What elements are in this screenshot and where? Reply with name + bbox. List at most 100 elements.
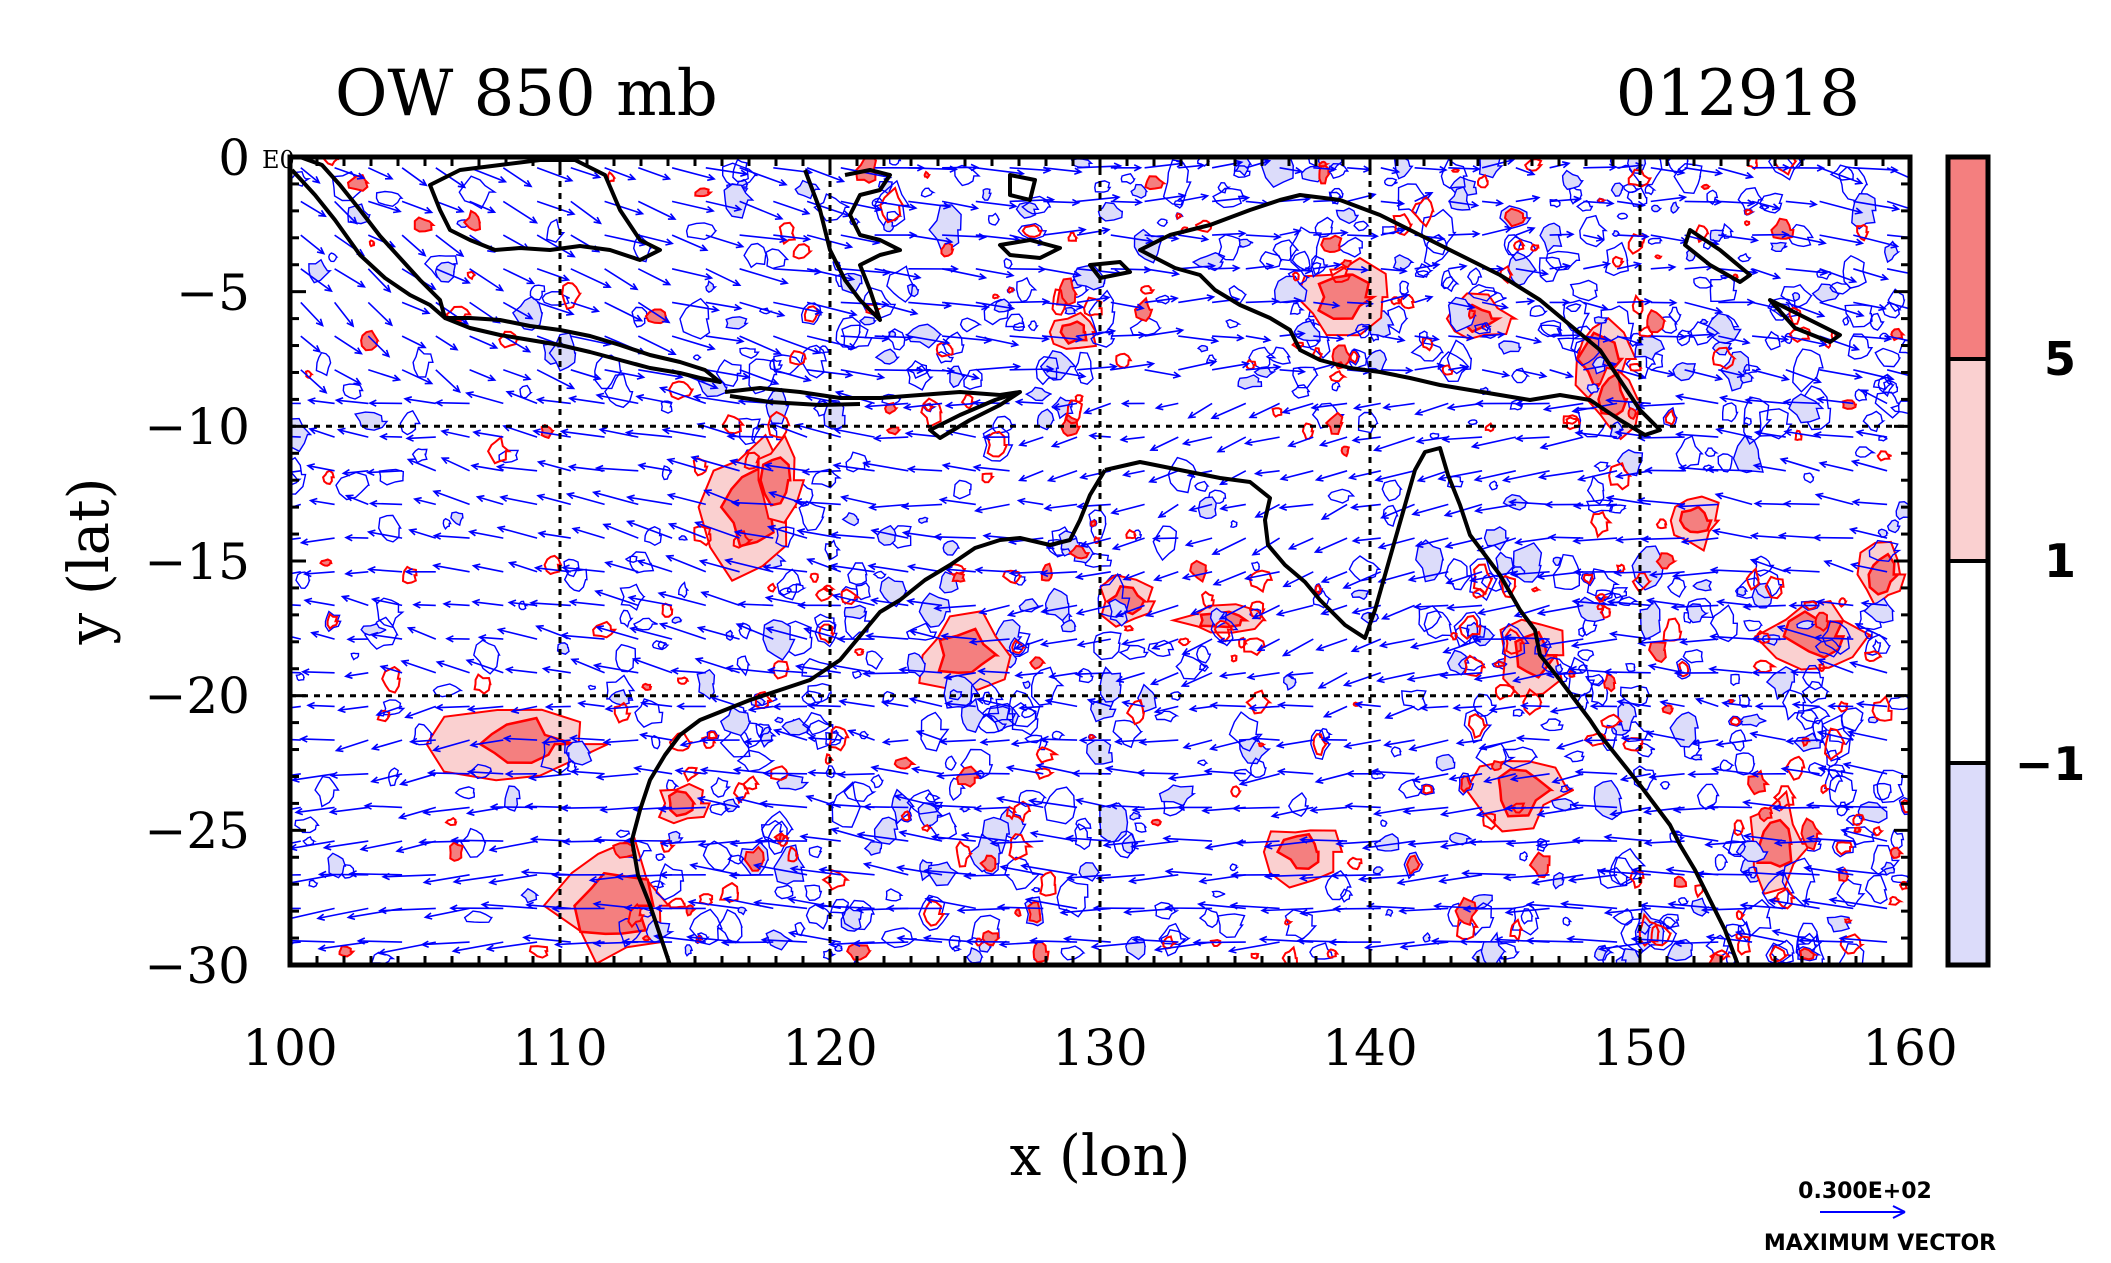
negative-ow-contour	[778, 587, 792, 596]
wind-vector-arrow	[300, 668, 335, 676]
wind-vector-arrow	[1039, 569, 1078, 578]
negative-ow-contour	[619, 609, 634, 628]
wind-vector-arrow	[1536, 806, 1584, 818]
wind-vector-arrow	[705, 369, 751, 380]
negative-ow-contour	[1739, 713, 1767, 728]
wind-vector-arrow	[604, 301, 644, 322]
wind-vector-arrow	[1320, 571, 1348, 584]
wind-vector-arrow	[469, 739, 504, 748]
wind-vector-arrow	[1583, 261, 1612, 270]
wind-vector-arrow	[368, 200, 402, 214]
wind-vector-arrow	[906, 465, 943, 473]
positive-ow-contour	[1648, 641, 1667, 664]
positive-ow-contour	[1201, 590, 1215, 609]
wind-vector-arrow	[1110, 164, 1143, 172]
wind-vector-arrow	[1828, 896, 1888, 910]
wind-vector-arrow	[1853, 234, 1900, 249]
wind-vector-arrow	[1537, 470, 1584, 481]
wind-vector-arrow	[1043, 167, 1083, 176]
wind-vector-arrow	[1842, 761, 1888, 775]
wind-vector-arrow	[1741, 799, 1786, 809]
negative-ow-contour	[1229, 519, 1238, 529]
negative-ow-contour	[1120, 173, 1136, 185]
wind-vector-arrow	[1164, 868, 1213, 876]
wind-vector-arrow	[367, 335, 391, 358]
wind-vector-arrow	[290, 571, 301, 575]
positive-ow-contour	[787, 845, 799, 863]
positive-ow-contour	[1463, 654, 1487, 678]
negative-ow-contour	[648, 880, 666, 889]
wind-vector-arrow	[533, 564, 571, 573]
positive-ow-contour	[486, 435, 512, 465]
negative-ow-contour	[520, 887, 540, 904]
wind-vector-arrow	[1343, 739, 1381, 750]
wind-vector-arrow	[1212, 264, 1241, 272]
wind-vector-arrow	[328, 806, 369, 816]
negative-ow-contour	[1085, 739, 1114, 765]
wind-vector-arrow	[1014, 671, 1044, 679]
wind-vector-arrow	[1676, 502, 1719, 511]
negative-ow-contour	[841, 324, 873, 351]
wind-vector-arrow	[1157, 503, 1179, 519]
positive-ow-contour	[1320, 234, 1343, 254]
negative-ow-contour	[1675, 657, 1692, 680]
positive-ow-contour	[1841, 399, 1858, 410]
negative-ow-contour	[1537, 324, 1563, 338]
negative-ow-contour	[953, 164, 981, 187]
negative-ow-contour	[1472, 693, 1498, 718]
positive-ow-contour	[1528, 851, 1551, 879]
positive-ow-contour	[449, 841, 464, 862]
wind-vector-arrow	[1131, 805, 1179, 814]
wind-vector-arrow	[1212, 229, 1247, 238]
wind-vector-arrow	[1365, 902, 1415, 911]
negative-ow-contour	[1619, 685, 1651, 708]
wind-vector-arrow	[1178, 193, 1210, 203]
wind-vector-arrow	[1734, 929, 1786, 943]
negative-ow-contour	[980, 705, 1017, 723]
positive-ow-contour	[1743, 220, 1751, 227]
wind-vector-arrow	[1414, 362, 1446, 371]
wind-vector-arrow	[797, 601, 841, 610]
wind-vector-arrow	[469, 167, 508, 183]
wind-vector-arrow	[1153, 941, 1213, 953]
wind-vector-arrow	[705, 167, 749, 177]
wind-vector-arrow	[674, 767, 706, 775]
wind-vector-arrow	[856, 831, 909, 842]
wind-vector-arrow	[865, 632, 909, 640]
negative-ow-contour	[1423, 233, 1450, 268]
wind-vector-arrow	[1310, 402, 1348, 411]
positive-ow-contour	[413, 216, 436, 233]
wind-vector-arrow	[1570, 638, 1618, 649]
wind-vector-arrow	[1076, 638, 1111, 648]
wind-vector-arrow	[1279, 228, 1302, 236]
negative-ow-contour	[442, 517, 452, 530]
wind-vector-arrow	[1714, 492, 1753, 506]
wind-vector-arrow	[872, 434, 909, 443]
positive-ow-contour	[607, 170, 617, 184]
wind-vector-arrow	[536, 369, 576, 390]
wind-vector-arrow	[1243, 571, 1280, 582]
positive-ow-contour	[1271, 407, 1283, 418]
wind-vector-arrow	[1502, 873, 1550, 882]
wind-vector-arrow	[1473, 503, 1516, 514]
wind-vector-arrow	[404, 567, 436, 576]
wind-vector-arrow	[1377, 537, 1415, 550]
wind-vector-arrow	[915, 729, 943, 741]
negative-ow-contour	[1154, 710, 1180, 723]
negative-ow-contour	[1539, 222, 1563, 254]
wind-vector-arrow	[694, 521, 740, 539]
negative-ow-contour	[1335, 207, 1360, 225]
wind-vector-arrow	[908, 234, 954, 245]
vector-legend-caption: MAXIMUM VECTOR	[1764, 1231, 1996, 1256]
wind-vector-arrow	[1566, 935, 1618, 943]
positive-ow-contours	[304, 157, 1910, 965]
wind-vector-arrow	[570, 167, 602, 179]
wind-vector-arrow	[1488, 705, 1516, 714]
wind-vector-arrow	[1380, 292, 1410, 304]
wind-vector-arrow	[1525, 901, 1584, 910]
wind-vector-arrow	[1190, 604, 1213, 616]
wind-vector-arrow	[699, 736, 740, 744]
positive-ow-contour	[627, 902, 645, 929]
wind-vector-arrow	[1182, 739, 1213, 750]
negative-ow-contour	[1228, 285, 1247, 305]
